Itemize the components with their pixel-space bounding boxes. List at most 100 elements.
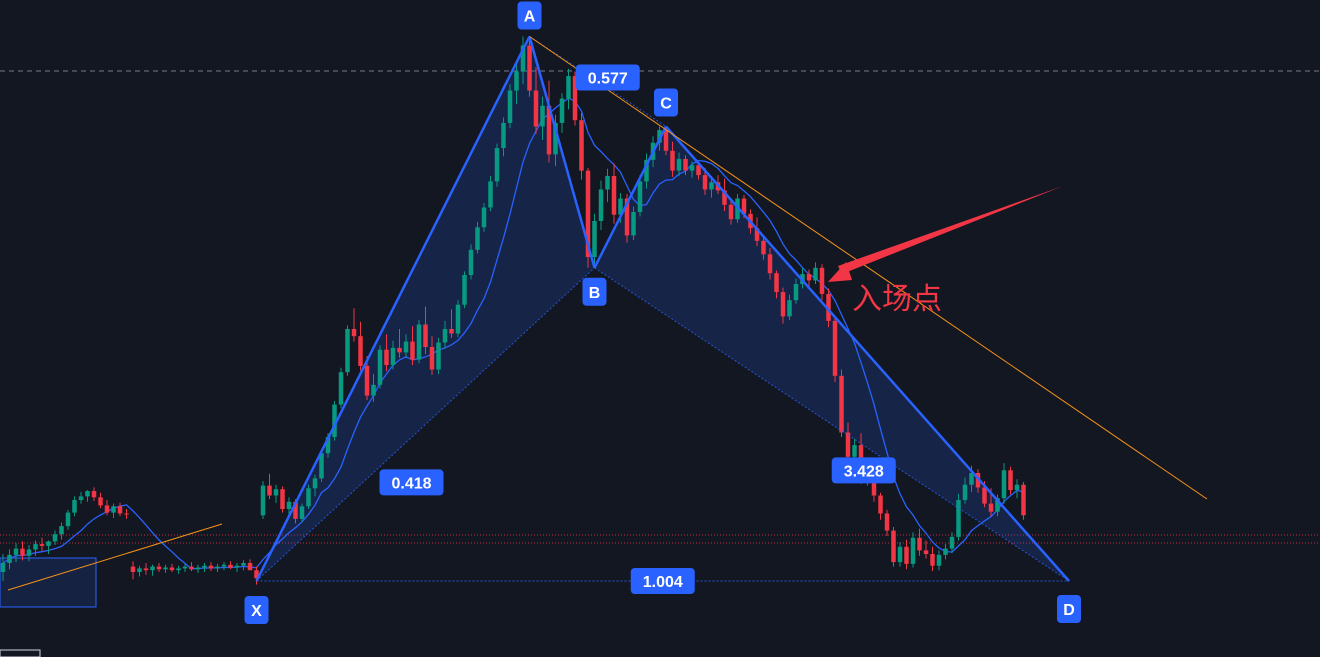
- candle: [254, 566, 259, 585]
- candle: [104, 500, 110, 516]
- candle-body: [410, 341, 415, 360]
- point-label-bg: [1057, 595, 1081, 623]
- candle-body: [546, 105, 552, 155]
- entry-arrow-head: [828, 262, 852, 282]
- candle: [754, 217, 760, 247]
- candle-body: [813, 267, 818, 281]
- candle: [767, 248, 773, 280]
- candle: [468, 244, 474, 280]
- leg-ab: [528, 36, 596, 269]
- candle: [566, 68, 571, 110]
- candle: [559, 93, 565, 133]
- candle-body: [644, 159, 649, 182]
- candle: [221, 562, 227, 571]
- candle: [39, 537, 45, 552]
- candle: [826, 288, 831, 328]
- candlesticks: [0, 36, 1026, 585]
- candle-body: [767, 254, 773, 274]
- candle-body: [572, 76, 578, 121]
- candle: [936, 550, 942, 571]
- candle-body: [839, 375, 844, 433]
- candle-body: [553, 122, 558, 155]
- candle: [884, 509, 890, 536]
- candle: [423, 306, 428, 355]
- candle-body: [403, 341, 409, 353]
- candle-body: [384, 349, 389, 365]
- candle: [780, 287, 786, 324]
- candle-body: [228, 564, 233, 568]
- candle: [215, 563, 220, 572]
- candle-body: [579, 120, 584, 171]
- candle-body: [949, 536, 955, 549]
- ratio-label-bg: [575, 64, 640, 91]
- candle-body: [533, 90, 539, 127]
- candle: [514, 63, 519, 104]
- point-label-text: X: [251, 603, 262, 620]
- candle-body: [598, 189, 604, 221]
- candle: [923, 540, 929, 559]
- candle: [501, 117, 506, 157]
- candle: [832, 316, 838, 383]
- candle: [1021, 482, 1026, 520]
- candle: [995, 494, 1000, 517]
- candle: [442, 320, 448, 349]
- point-label-text: B: [589, 285, 601, 302]
- entry-arrow-shaft: [838, 186, 1063, 274]
- candle: [722, 178, 727, 212]
- candle: [774, 270, 779, 299]
- trendlines: [7, 36, 1208, 591]
- candle: [813, 262, 818, 284]
- candle-body: [832, 320, 838, 376]
- candle: [904, 539, 909, 570]
- candle: [689, 161, 695, 178]
- candle: [26, 545, 32, 562]
- candle-body: [0, 563, 6, 572]
- candle-body: [455, 304, 461, 334]
- candle: [273, 484, 279, 503]
- candle: [644, 153, 649, 189]
- candle: [124, 509, 129, 519]
- candle: [956, 493, 961, 541]
- candle: [78, 491, 84, 504]
- candle-body: [98, 497, 103, 506]
- candle: [845, 422, 851, 464]
- candle-body: [956, 500, 961, 537]
- candle-body: [169, 567, 175, 571]
- point-label-x: X: [244, 596, 269, 624]
- candle-body: [124, 513, 129, 515]
- candle-body: [1008, 470, 1013, 491]
- candle: [481, 203, 487, 232]
- candle-body: [761, 240, 766, 255]
- candle-body: [527, 45, 532, 91]
- candle-body: [806, 274, 812, 281]
- candle-body: [1021, 484, 1026, 516]
- candle: [897, 542, 903, 567]
- candle-body: [910, 537, 916, 564]
- candle: [839, 369, 844, 437]
- candle: [1001, 463, 1007, 504]
- candle-body: [39, 544, 45, 546]
- candle-body: [104, 505, 110, 513]
- candle-body: [852, 445, 857, 457]
- moving-average-line: [2, 97, 1024, 570]
- candle-body: [397, 347, 402, 353]
- candle: [202, 563, 207, 572]
- candle-body: [59, 526, 64, 535]
- candle-body: [754, 228, 760, 241]
- candle: [52, 530, 58, 545]
- candle-body: [189, 566, 194, 570]
- candle: [143, 563, 149, 575]
- candle: [670, 141, 675, 177]
- candle: [260, 481, 266, 519]
- candle-body: [702, 175, 708, 190]
- entry-annotation: 入场点: [828, 186, 1063, 317]
- candle: [46, 540, 51, 554]
- candle-body: [13, 548, 19, 555]
- candle-body: [1001, 470, 1007, 499]
- candle-body: [280, 489, 285, 509]
- pattern-fill: [256, 36, 1069, 581]
- candle-body: [208, 565, 214, 569]
- candle-body: [507, 90, 513, 123]
- candle-body: [85, 491, 90, 497]
- candle: [943, 544, 948, 560]
